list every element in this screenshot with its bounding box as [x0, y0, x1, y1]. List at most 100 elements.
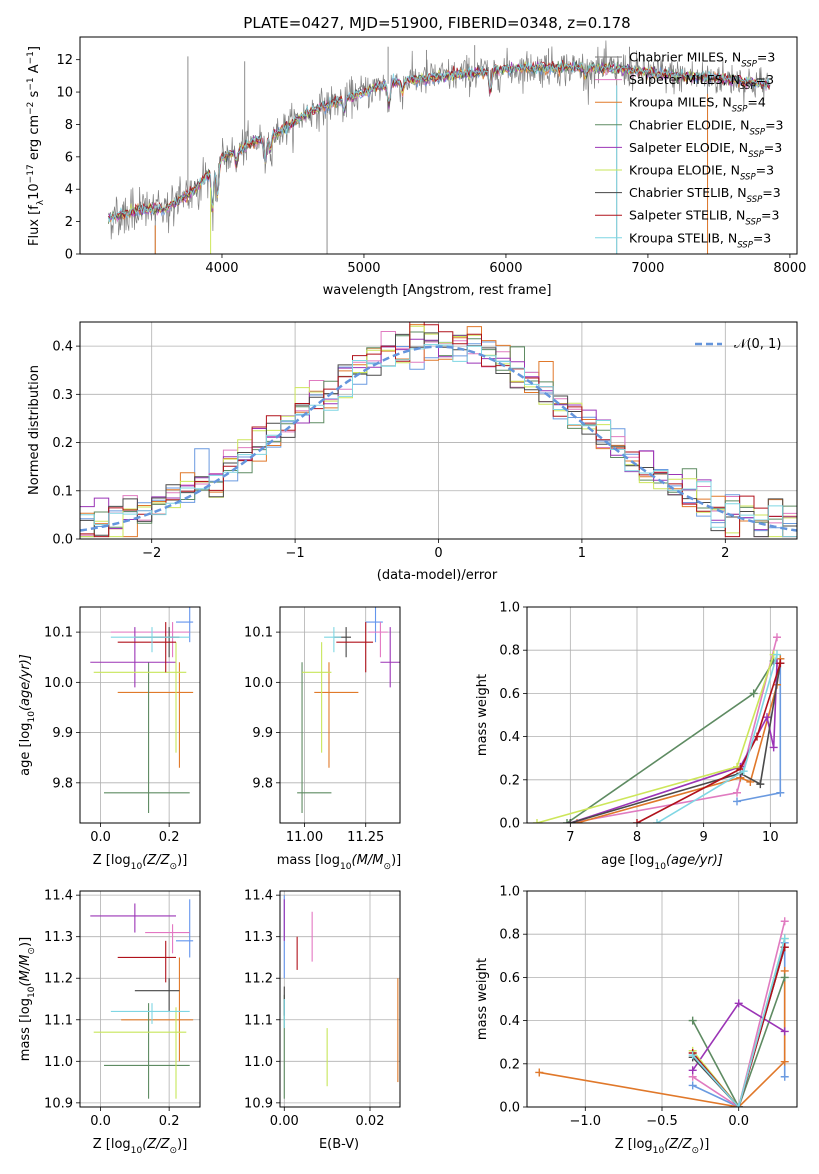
- panel-7-xtick-label: −1.0: [570, 1114, 602, 1129]
- age-z-xlabel-part: ⊙: [170, 862, 178, 872]
- spectrum-ylabel-part: −1: [26, 77, 36, 90]
- panel-5-xtick-label: 0.2: [159, 1114, 180, 1129]
- panel-6-frame: [279, 890, 401, 1108]
- panel-2-ytick-label: 10.0: [44, 676, 73, 691]
- legend-entry-part: SSP: [749, 127, 765, 137]
- panel-0-ytick-label: 10: [56, 86, 73, 101]
- age-z-xlabel-part: )]: [177, 853, 187, 868]
- panel-4-xtick-label: 9: [700, 830, 708, 845]
- legend-entry: Kroupa MILES, NSSP=4: [629, 95, 766, 115]
- mass-z-ylabel-part: 10: [27, 986, 37, 998]
- legend-entry: Kroupa ELODIE, NSSP=3: [629, 163, 774, 183]
- age-mass-xlabel-part: mass [log: [277, 853, 340, 868]
- weight-z-xlabel-part: (Z/Z: [664, 1137, 692, 1152]
- legend-entry-part: Salpeter ELODIE, N: [629, 140, 748, 155]
- legend-entry-part: Salpeter STELIB, N: [629, 208, 745, 223]
- panel-4-ytick-label: 0.2: [499, 773, 520, 788]
- mass-z-xlabel-part: )]: [177, 1137, 187, 1152]
- weight-marker: [780, 1057, 789, 1066]
- spectrum-ylabel-part: A: [27, 64, 42, 77]
- panel-0-ytick-label: 8: [65, 118, 73, 133]
- histogram-step: [80, 322, 797, 539]
- spectrum-plot-area: [108, 40, 771, 254]
- panel-5-xtick-label: 0.0: [90, 1114, 111, 1129]
- panel-6-xtick-label: 0.00: [270, 1114, 299, 1129]
- weight-plot-area: [535, 917, 789, 1107]
- mass-z-xlabel-part: 10: [131, 1146, 143, 1156]
- panel-3-xtick-label: 11.25: [347, 830, 384, 845]
- weight-z-xlabel-part: 10: [653, 1146, 665, 1156]
- weight-marker: [776, 659, 785, 668]
- weight-line: [570, 663, 782, 823]
- panel-5-ytick-label: 11.3: [44, 930, 73, 945]
- legend-entry-part: =3: [762, 185, 780, 200]
- weight-age-xlabel-part: age [log: [601, 853, 654, 868]
- spectrum-ylabel-part: s: [27, 90, 42, 101]
- weight-marker: [749, 689, 758, 698]
- panel-1-xtick-label: 2: [721, 546, 729, 561]
- weight-marker: [688, 1016, 697, 1025]
- panel-3-ytick-label: 9.8: [252, 776, 273, 791]
- spectrum-model-line: [108, 59, 770, 223]
- panel-0-xtick-label: 6000: [489, 261, 522, 276]
- legend-entry: Chabrier MILES, NSSP=3: [629, 50, 775, 70]
- age-z-ylabel-part: age [log: [18, 723, 33, 776]
- spectrum-ylabel-part: −2: [26, 102, 36, 115]
- age-z-xlabel-part: (Z/Z: [142, 853, 170, 868]
- weight-marker: [566, 819, 575, 823]
- panel-7-ytick-label: 0.6: [499, 971, 520, 986]
- panel-2-frame: [79, 606, 201, 824]
- panel-0-ytick-label: 6: [65, 150, 73, 165]
- panel-7-xtick-label: 0.0: [728, 1114, 749, 1129]
- panel-4-ytick-label: 0.4: [499, 730, 520, 745]
- panel-7-ytick-label: 0.4: [499, 1014, 520, 1029]
- weight-z-xlabel: Z [log10(Z/Z⊙)]: [615, 1137, 710, 1156]
- panel-7-ytick-label: 0.0: [499, 1101, 520, 1116]
- legend-entry-part: Kroupa STELIB, N: [629, 230, 737, 245]
- weight-marker: [773, 650, 781, 659]
- errorbar-plot-area: [283, 895, 399, 1099]
- weight-plot-area: [533, 633, 785, 823]
- panel-1-ytick-label: 0.3: [52, 388, 73, 403]
- legend-entry-part: =3: [765, 117, 783, 132]
- weight-age-xlabel-part: 10: [654, 862, 666, 872]
- weight-marker: [780, 1072, 789, 1081]
- age-mass-xlabel-part: ⊙: [383, 862, 391, 872]
- spectrum-ylabel-part: ]: [27, 46, 42, 51]
- errorbar-plot-area: [297, 607, 400, 813]
- weight-marker: [533, 819, 541, 823]
- legend-entry-part: SSP: [740, 82, 756, 92]
- panel-2-ytick-label: 10.1: [44, 626, 73, 641]
- panel-6-ytick-label: 11.0: [244, 1055, 273, 1070]
- legend-entry-part: SSP: [740, 173, 756, 183]
- weight-marker: [653, 819, 661, 823]
- weight-line: [692, 946, 786, 1107]
- mass-z-ylabel-part: )]: [18, 937, 33, 947]
- spectrum-ylabel-part: −17: [26, 164, 36, 183]
- panel-1-ytick-label: 0.4: [52, 340, 73, 355]
- weight-ylabel: mass weight: [475, 958, 490, 1040]
- legend-entry-part: =3: [761, 208, 779, 223]
- weight-marker: [563, 819, 571, 823]
- weight-age-xlabel-part: (age/yr)]: [666, 853, 723, 868]
- mass-z-ylabel-part: ⊙: [27, 947, 37, 955]
- age-mass-xlabel-part: )]: [391, 853, 401, 868]
- weight-line: [636, 662, 782, 823]
- legend-entry: Salpeter ELODIE, NSSP=3: [629, 140, 782, 160]
- weight-marker: [773, 633, 781, 642]
- legend-entry: Kroupa STELIB, NSSP=3: [629, 230, 771, 250]
- weight-line: [566, 660, 775, 823]
- legend-entry-part: =3: [753, 230, 771, 245]
- spectrum-ylabel-part: erg cm: [27, 115, 42, 164]
- panel-1-xtick-label: 0: [434, 546, 442, 561]
- weight-marker: [739, 767, 748, 776]
- weight-marker: [756, 780, 765, 789]
- legend-entry: Chabrier ELODIE, NSSP=3: [629, 117, 784, 137]
- panel-0-xtick-label: 7000: [631, 261, 664, 276]
- errorbar-plot-area: [90, 899, 194, 1099]
- weight-marker: [688, 1081, 697, 1090]
- legend-entry: Chabrier STELIB, NSSP=3: [629, 185, 781, 205]
- panel-1-ytick-label: 0.1: [52, 484, 73, 499]
- legend-entry-part: Salpeter MILES, N: [629, 72, 740, 87]
- spectrum-ylabel-part: 10: [27, 183, 42, 200]
